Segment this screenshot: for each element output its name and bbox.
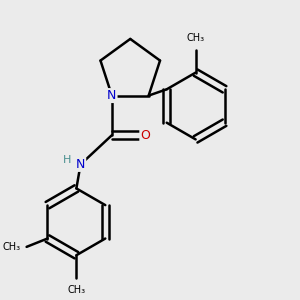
Text: CH₃: CH₃ (2, 242, 20, 252)
Text: N: N (76, 158, 85, 171)
Text: CH₃: CH₃ (187, 33, 205, 43)
Text: O: O (140, 129, 150, 142)
Text: N: N (107, 89, 116, 102)
Text: H: H (63, 155, 71, 165)
Text: CH₃: CH₃ (67, 286, 86, 296)
